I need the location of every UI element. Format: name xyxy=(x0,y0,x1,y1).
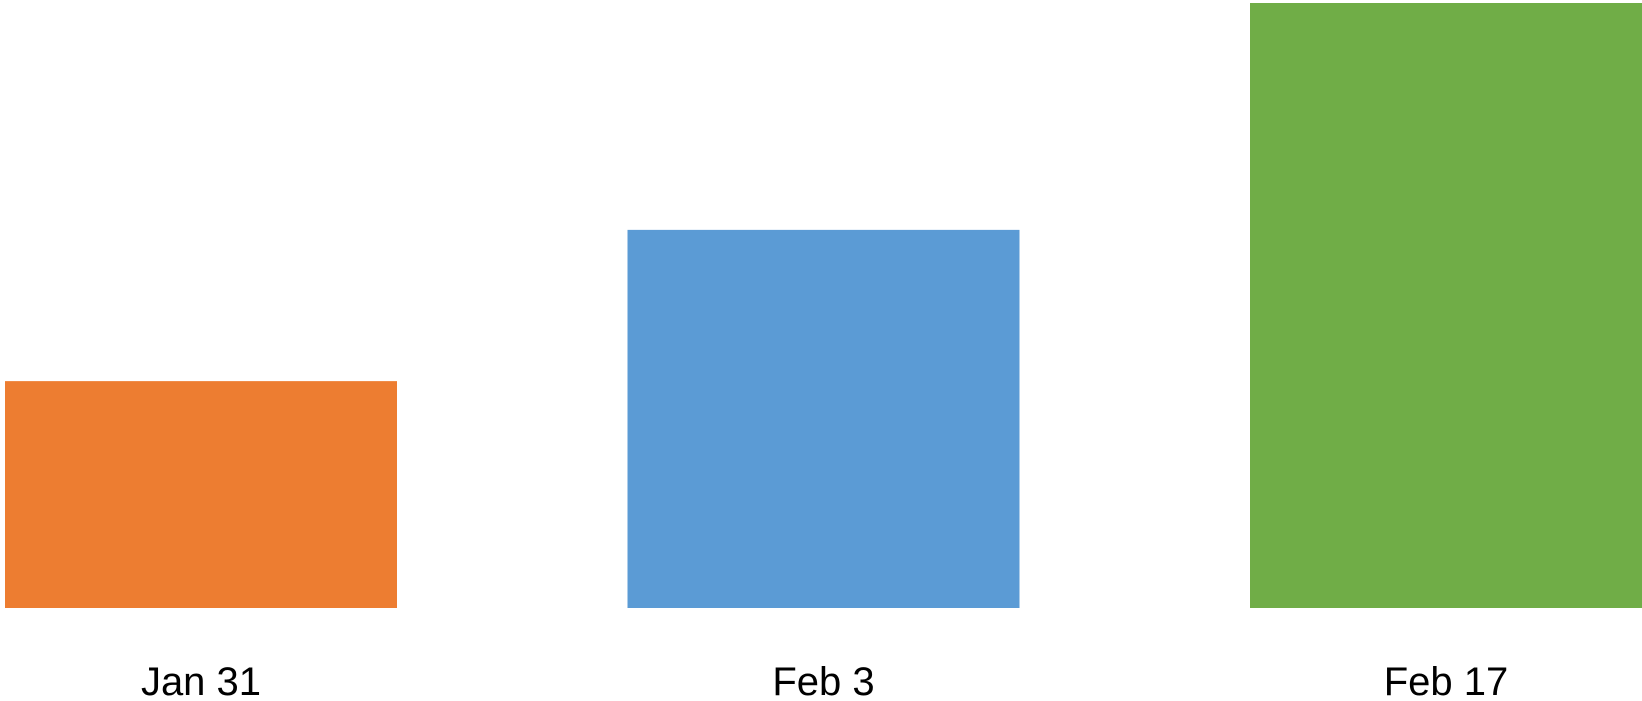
bar-3 xyxy=(1250,3,1642,608)
x-axis-tick-labels: Jan 31 Feb 3 Feb 17 xyxy=(141,660,1508,701)
bars-group xyxy=(5,3,1642,608)
x-tick-label: Jan 31 xyxy=(141,660,261,701)
bar-2 xyxy=(627,229,1020,608)
x-tick-label: Feb 3 xyxy=(772,660,874,701)
bar-1 xyxy=(5,381,397,608)
x-tick-label: Feb 17 xyxy=(1384,660,1509,701)
